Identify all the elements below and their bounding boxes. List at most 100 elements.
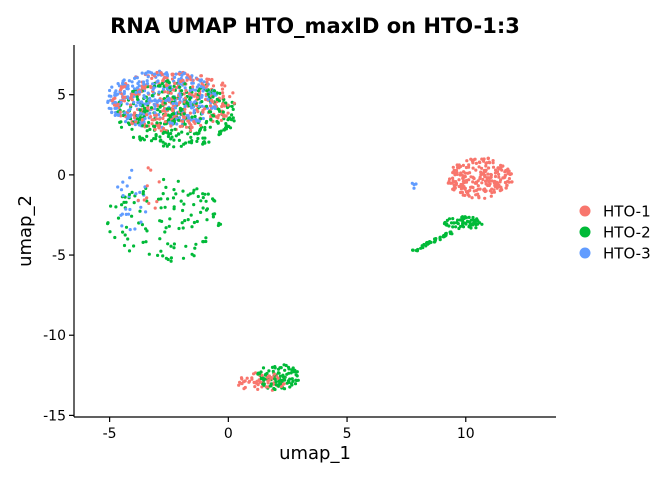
scatter-point: [457, 163, 461, 167]
scatter-point: [218, 109, 222, 113]
scatter-point: [136, 114, 140, 118]
scatter-point: [138, 90, 142, 94]
scatter-point: [150, 99, 154, 103]
scatter-point: [292, 370, 296, 374]
scatter-point: [128, 176, 132, 180]
scatter-point: [123, 84, 127, 89]
scatter-point: [177, 226, 181, 231]
scatter-point: [263, 373, 268, 377]
scatter-point: [142, 82, 146, 86]
scatter-point: [158, 105, 162, 109]
scatter-point: [191, 87, 195, 92]
scatter-point: [442, 235, 446, 239]
scatter-point: [197, 119, 201, 123]
scatter-point: [289, 371, 293, 375]
scatter-point: [156, 73, 160, 77]
scatter-point: [159, 129, 163, 133]
scatter-point: [232, 101, 236, 105]
scatter-point: [126, 87, 130, 91]
scatter-point: [153, 206, 157, 210]
scatter-point: [115, 106, 119, 110]
scatter-point: [132, 113, 136, 117]
scatter-point: [211, 215, 215, 219]
scatter-point: [215, 97, 219, 101]
y-axis-title: umap_2: [15, 195, 36, 267]
scatter-point: [457, 184, 461, 189]
scatter-point: [487, 166, 491, 170]
scatter-point: [195, 219, 199, 224]
scatter-point: [177, 138, 181, 142]
scatter-point: [444, 231, 448, 235]
scatter-point: [180, 124, 184, 128]
scatter-point: [226, 103, 230, 107]
scatter-point: [150, 122, 154, 126]
scatter-point: [464, 180, 469, 184]
scatter-point: [178, 107, 182, 111]
scatter-point: [201, 89, 205, 93]
scatter-point: [218, 130, 222, 134]
scatter-point: [145, 184, 149, 188]
points-layer: [106, 69, 514, 392]
scatter-point: [464, 216, 468, 220]
scatter-point: [167, 142, 171, 146]
scatter-point: [131, 84, 135, 88]
scatter-point: [483, 175, 487, 179]
scatter-point: [267, 378, 272, 382]
scatter-point: [278, 382, 282, 386]
scatter-point: [145, 196, 149, 200]
scatter-point: [438, 235, 442, 239]
scatter-point: [187, 116, 191, 120]
scatter-point: [181, 208, 185, 213]
scatter-point: [139, 205, 143, 209]
scatter-point: [221, 102, 225, 106]
scatter-point: [204, 236, 208, 240]
scatter-point: [188, 192, 192, 196]
scatter-point: [163, 230, 167, 234]
scatter-point: [107, 106, 111, 110]
scatter-point: [487, 183, 491, 188]
scatter-point: [143, 96, 147, 100]
scatter-point: [256, 371, 260, 375]
scatter-point: [186, 218, 190, 222]
scatter-point: [467, 163, 471, 167]
scatter-point: [479, 170, 483, 174]
scatter-point: [493, 183, 497, 188]
scatter-point: [177, 132, 181, 136]
scatter-point: [245, 376, 249, 380]
scatter-point: [164, 226, 168, 230]
scatter-point: [206, 192, 210, 196]
scatter-point: [176, 179, 180, 183]
scatter-point: [192, 120, 196, 124]
scatter-point: [203, 128, 207, 132]
scatter-point: [476, 184, 480, 188]
scatter-point: [215, 91, 219, 95]
scatter-point: [420, 244, 424, 248]
scatter-point: [492, 188, 496, 192]
scatter-point: [153, 111, 157, 115]
scatter-point: [127, 249, 132, 253]
y-ticks: -15 -10 -5 0 5: [43, 88, 74, 424]
scatter-point: [148, 84, 152, 88]
scatter-point: [155, 200, 159, 204]
scatter-point: [140, 118, 145, 122]
scatter-point: [121, 180, 125, 184]
scatter-point: [172, 96, 177, 100]
scatter-point: [461, 221, 465, 225]
scatter-point: [500, 168, 504, 172]
scatter-point: [273, 366, 277, 370]
scatter-point: [138, 209, 142, 213]
scatter-point: [188, 96, 192, 100]
scatter-point: [504, 168, 508, 173]
scatter-point: [262, 382, 266, 386]
scatter-point: [114, 205, 118, 209]
scatter-point: [121, 79, 125, 83]
scatter-point: [107, 94, 111, 98]
scatter-point: [149, 106, 154, 110]
scatter-point: [457, 178, 461, 182]
scatter-point: [201, 140, 206, 144]
scatter-point: [412, 186, 416, 190]
scatter-point: [465, 219, 470, 223]
scatter-point: [146, 101, 150, 105]
scatter-point: [267, 374, 271, 378]
scatter-point: [166, 242, 170, 246]
